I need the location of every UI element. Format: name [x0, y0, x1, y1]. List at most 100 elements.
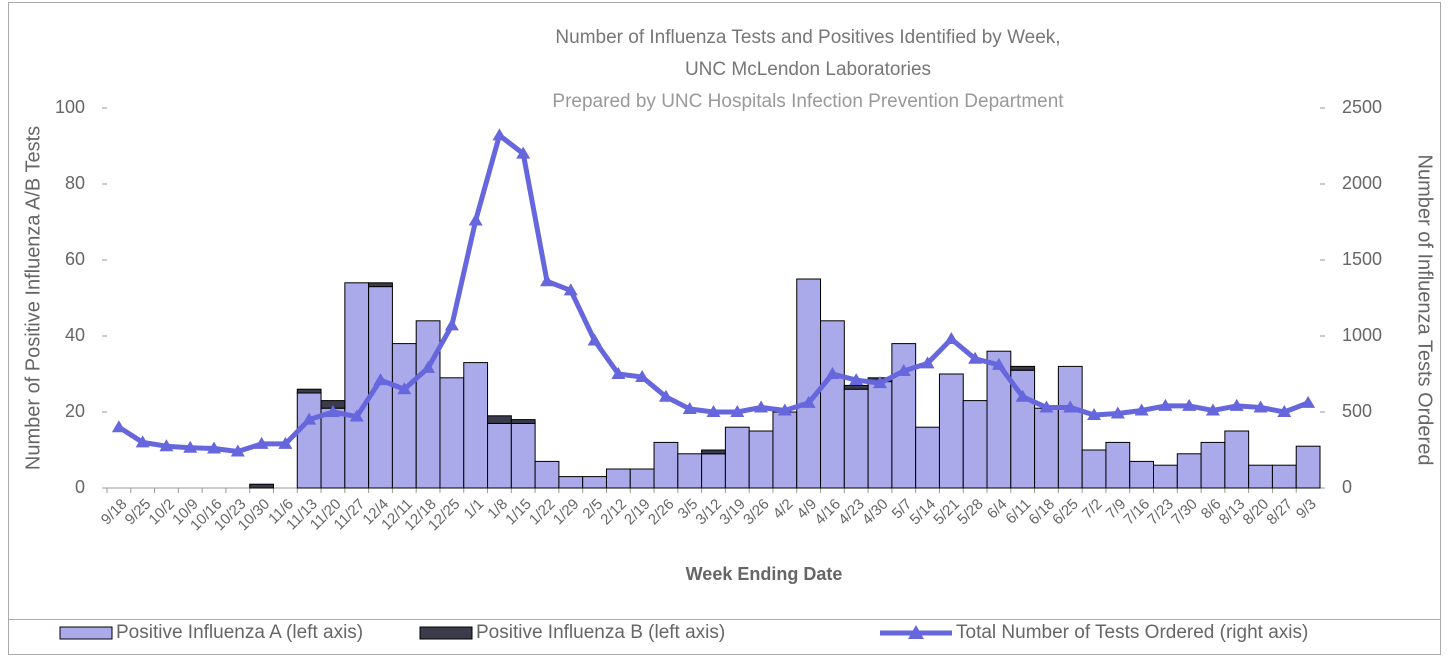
- legend-label: Total Number of Tests Ordered (right axi…: [956, 622, 1308, 643]
- bar: [891, 343, 917, 489]
- bar: [843, 388, 869, 489]
- legend-label: Positive Influenza B (left axis): [476, 622, 725, 643]
- y-tick-label: 100: [55, 97, 85, 117]
- marker: [849, 373, 864, 386]
- bar: [820, 320, 845, 489]
- bar: [487, 422, 512, 489]
- marker: [254, 436, 269, 449]
- bar: [701, 453, 726, 489]
- bar: [1034, 407, 1059, 489]
- bar: [938, 373, 964, 489]
- marker: [611, 367, 626, 379]
- bar: [534, 460, 560, 489]
- x-tick-label: 5/28: [954, 496, 987, 529]
- x-tick-label: 1/1: [461, 496, 488, 523]
- marker: [1205, 403, 1220, 416]
- bar: [1224, 430, 1250, 489]
- marker: [563, 283, 578, 296]
- marker: [1277, 405, 1292, 417]
- bar: [915, 426, 940, 489]
- marker: [278, 436, 293, 449]
- bar: [1057, 365, 1083, 489]
- bar: [1295, 445, 1321, 489]
- bar: [368, 282, 393, 288]
- bar: [344, 282, 370, 489]
- chart-title: Number of Influenza Tests and Positives …: [555, 27, 1060, 48]
- legend-label: Positive Influenza A (left axis): [116, 622, 363, 643]
- bar: [1153, 464, 1178, 489]
- marker: [183, 440, 198, 453]
- x-tick-label: 7/2: [1079, 496, 1106, 523]
- bar: [1271, 464, 1297, 489]
- bar: [368, 286, 393, 489]
- bar: [558, 476, 584, 489]
- y2-tick-label: 1500: [1342, 249, 1382, 269]
- marker: [682, 401, 697, 414]
- bar: [391, 343, 417, 489]
- marker: [1015, 389, 1030, 402]
- bar: [724, 426, 750, 489]
- marker: [991, 357, 1006, 370]
- marker: [801, 395, 816, 408]
- bar: [867, 381, 893, 489]
- bar: [772, 411, 798, 489]
- bar: [629, 468, 655, 489]
- bar: [986, 350, 1012, 489]
- marker: [1039, 400, 1054, 413]
- y2-tick-label: 2000: [1342, 173, 1382, 193]
- marker: [944, 332, 959, 345]
- chart-subtitle: UNC McLendon Laboratories: [685, 59, 931, 80]
- chart-note: Prepared by UNC Hospitals Infection Prev…: [552, 91, 1064, 112]
- marker: [706, 405, 721, 417]
- marker: [872, 376, 887, 389]
- marker: [468, 213, 483, 226]
- marker: [1253, 400, 1268, 413]
- x-tick-label: 9/3: [1293, 496, 1320, 523]
- legend-border: [8, 619, 1441, 655]
- marker: [920, 356, 935, 369]
- bar: [463, 362, 489, 489]
- marker: [397, 382, 412, 395]
- legend-swatch: [59, 626, 113, 640]
- y2-tick-label: 0: [1342, 477, 1352, 497]
- y-tick-label: 60: [65, 249, 85, 269]
- y-axis-title: Number of Positive Influenza A/B Tests: [22, 126, 44, 470]
- bar: [796, 278, 822, 489]
- marker: [635, 370, 650, 383]
- x-tick-label: 2/26: [645, 496, 678, 529]
- bar: [677, 453, 703, 489]
- y2-tick-label: 1000: [1342, 325, 1382, 345]
- x-tick-label: 1/29: [550, 496, 583, 529]
- marker: [159, 439, 174, 452]
- x-tick-label: 4/30: [859, 496, 892, 529]
- y-tick-label: 80: [65, 173, 85, 193]
- marker: [1063, 400, 1078, 413]
- bar: [1010, 365, 1036, 371]
- bar: [1248, 464, 1273, 489]
- x-tick-label: 3/26: [740, 496, 773, 529]
- marker: [111, 420, 126, 433]
- marker: [825, 367, 840, 379]
- marker: [540, 274, 555, 287]
- y-tick-label: 40: [65, 325, 85, 345]
- marker: [302, 412, 317, 425]
- x-tick-label: 4/2: [770, 496, 797, 523]
- marker: [516, 146, 531, 159]
- x-tick-label: 8/27: [1263, 496, 1296, 529]
- y2-axis-title: Number of Influenza Tests Ordered: [1414, 155, 1436, 466]
- marker: [754, 400, 769, 413]
- x-axis-title: Week Ending Date: [686, 564, 843, 584]
- marker: [658, 389, 673, 402]
- bar: [296, 392, 322, 489]
- marker: [207, 441, 222, 454]
- bar: [510, 419, 536, 424]
- marker: [349, 409, 364, 422]
- marker: [1229, 398, 1244, 411]
- bar: [653, 441, 679, 489]
- marker: [968, 351, 983, 364]
- bar: [249, 483, 274, 489]
- marker: [135, 435, 150, 448]
- bar: [701, 449, 726, 455]
- bar: [1105, 441, 1131, 489]
